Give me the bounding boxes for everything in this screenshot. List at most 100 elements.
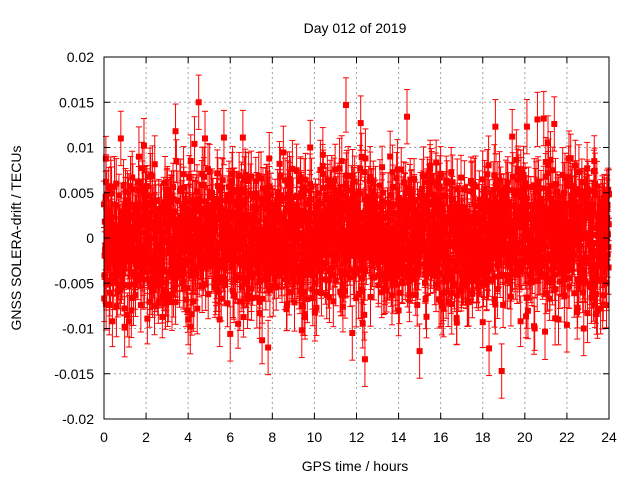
data-point bbox=[151, 161, 158, 168]
data-point bbox=[103, 281, 110, 288]
data-point bbox=[152, 248, 159, 255]
data-point bbox=[116, 281, 123, 288]
data-point-group bbox=[121, 296, 128, 358]
data-point bbox=[120, 229, 127, 236]
data-point bbox=[229, 170, 236, 177]
data-point bbox=[252, 178, 259, 185]
data-point bbox=[238, 284, 245, 291]
data-point bbox=[144, 229, 151, 236]
data-point bbox=[133, 209, 140, 216]
data-point bbox=[196, 264, 203, 271]
data-point bbox=[137, 229, 144, 236]
data-point bbox=[115, 270, 122, 277]
data-point bbox=[152, 212, 159, 219]
data-point bbox=[134, 276, 141, 283]
data-point bbox=[304, 296, 311, 303]
data-point bbox=[248, 295, 255, 302]
data-point bbox=[138, 273, 145, 280]
data-point bbox=[168, 258, 175, 265]
data-point bbox=[117, 286, 124, 293]
data-point-group bbox=[205, 269, 212, 320]
data-point bbox=[234, 274, 241, 281]
data-point bbox=[172, 299, 179, 306]
data-point bbox=[200, 251, 207, 258]
data-point bbox=[173, 158, 180, 165]
data-point bbox=[291, 299, 298, 306]
data-point bbox=[245, 218, 252, 225]
x-axis-label: GPS time / hours bbox=[302, 458, 409, 474]
data-point bbox=[106, 289, 113, 296]
data-point bbox=[193, 216, 200, 223]
data-point bbox=[208, 189, 215, 196]
data-point bbox=[186, 174, 193, 181]
data-point bbox=[214, 182, 221, 189]
data-point bbox=[228, 178, 235, 185]
data-point bbox=[126, 318, 133, 325]
data-point bbox=[194, 305, 201, 312]
data-point bbox=[188, 311, 195, 318]
data-point bbox=[200, 173, 207, 180]
data-point bbox=[102, 272, 109, 279]
data-point bbox=[208, 194, 215, 201]
data-point bbox=[174, 198, 181, 205]
data-point bbox=[214, 197, 221, 204]
data-point bbox=[239, 220, 246, 227]
data-point bbox=[252, 206, 259, 213]
data-point bbox=[206, 168, 213, 175]
data-point bbox=[180, 184, 187, 191]
data-point bbox=[124, 311, 131, 318]
data-point bbox=[121, 282, 128, 289]
data-point bbox=[177, 185, 184, 192]
data-point bbox=[180, 280, 187, 287]
data-point bbox=[113, 202, 120, 209]
data-point bbox=[221, 243, 228, 250]
data-point bbox=[236, 298, 243, 305]
data-point bbox=[266, 155, 273, 162]
data-point bbox=[158, 207, 165, 214]
data-point bbox=[244, 296, 251, 303]
data-point bbox=[190, 262, 197, 269]
data-point bbox=[129, 174, 136, 181]
data-point bbox=[138, 243, 145, 250]
data-point bbox=[156, 217, 163, 224]
y-axis-label: GNSS SOLERA-drift / TECUs bbox=[8, 146, 24, 331]
data-point bbox=[231, 189, 238, 196]
data-point bbox=[127, 183, 134, 190]
data-point bbox=[164, 295, 171, 302]
chart-title: Day 012 of 2019 bbox=[304, 20, 407, 36]
data-point bbox=[111, 183, 118, 190]
data-point bbox=[224, 196, 231, 203]
data-point bbox=[253, 294, 260, 301]
data-point bbox=[172, 223, 179, 230]
data-point bbox=[120, 214, 127, 221]
data-point bbox=[243, 251, 250, 258]
data-point bbox=[163, 268, 170, 275]
data-point bbox=[222, 281, 229, 288]
data-point bbox=[218, 257, 225, 264]
data-point bbox=[239, 202, 246, 209]
data-point bbox=[169, 272, 176, 279]
data-point bbox=[143, 183, 150, 190]
data-point-group bbox=[151, 135, 158, 194]
data-point bbox=[204, 263, 211, 270]
data-point bbox=[146, 235, 153, 242]
data-point bbox=[224, 300, 231, 307]
data-point bbox=[105, 223, 112, 230]
data-point bbox=[106, 226, 113, 233]
data-point bbox=[182, 261, 189, 268]
data-point bbox=[149, 173, 156, 180]
data-point bbox=[190, 298, 197, 305]
data-point bbox=[118, 270, 125, 277]
data-point bbox=[139, 216, 146, 223]
data-point bbox=[151, 260, 158, 267]
data-point bbox=[162, 180, 169, 187]
data-point bbox=[241, 217, 248, 224]
data-point bbox=[197, 205, 204, 212]
data-point bbox=[253, 190, 260, 197]
data-point bbox=[255, 217, 262, 224]
data-point bbox=[213, 247, 220, 254]
data-point bbox=[236, 172, 243, 179]
data-point bbox=[235, 320, 242, 327]
